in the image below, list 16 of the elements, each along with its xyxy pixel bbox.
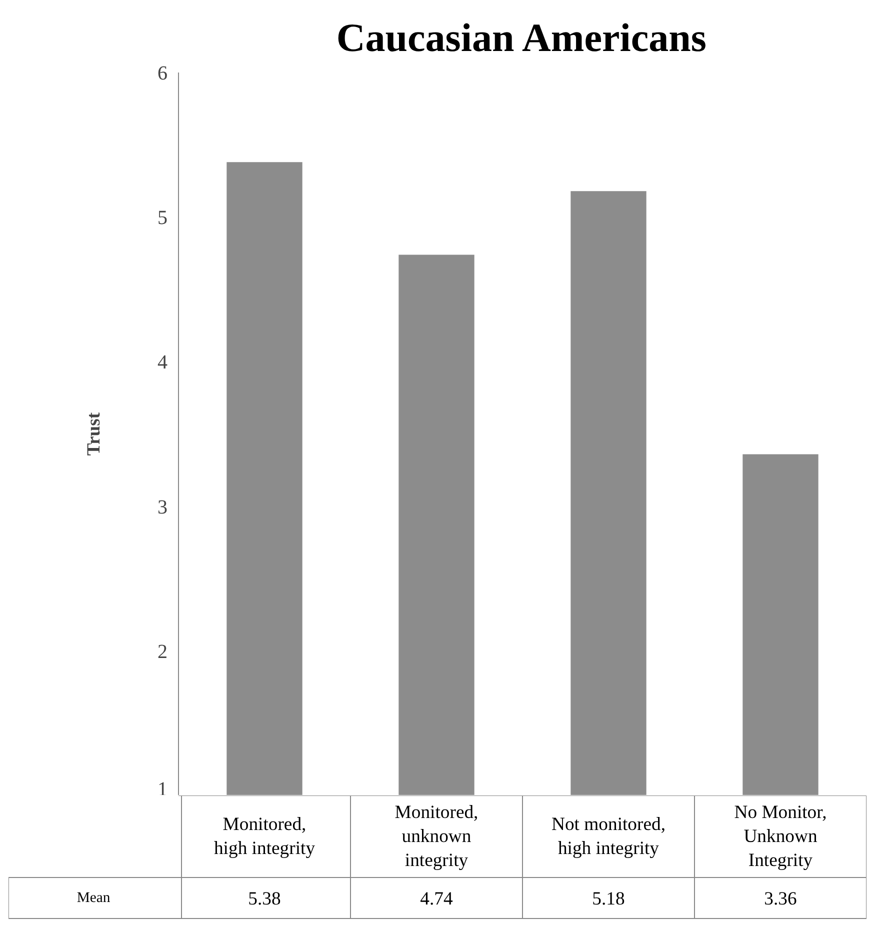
x-tick-label: Not monitored, high integrity <box>552 814 666 860</box>
text: Mean <box>76 890 111 906</box>
y-axis-title: Trust <box>84 412 104 456</box>
x-tick-label: Monitored, high integrity <box>214 814 316 860</box>
data-label: 5.38 <box>248 888 281 910</box>
chart-title: Caucasian Americans <box>336 15 706 60</box>
y-tick-label: 5 <box>158 207 168 230</box>
y-tick-label: 2 <box>158 640 168 663</box>
x-tick-label: No Monitor, Unknown Integrity <box>734 802 827 872</box>
y-tick-label: 6 <box>158 62 168 84</box>
y-tick-label: 3 <box>158 496 168 518</box>
data-label: 3.36 <box>764 888 797 910</box>
data-label: 4.74 <box>420 888 454 910</box>
data-label: 5.18 <box>592 888 625 910</box>
y-tick-label: 4 <box>158 352 168 374</box>
x-tick-label: Monitored, unknown integrity <box>394 802 478 872</box>
